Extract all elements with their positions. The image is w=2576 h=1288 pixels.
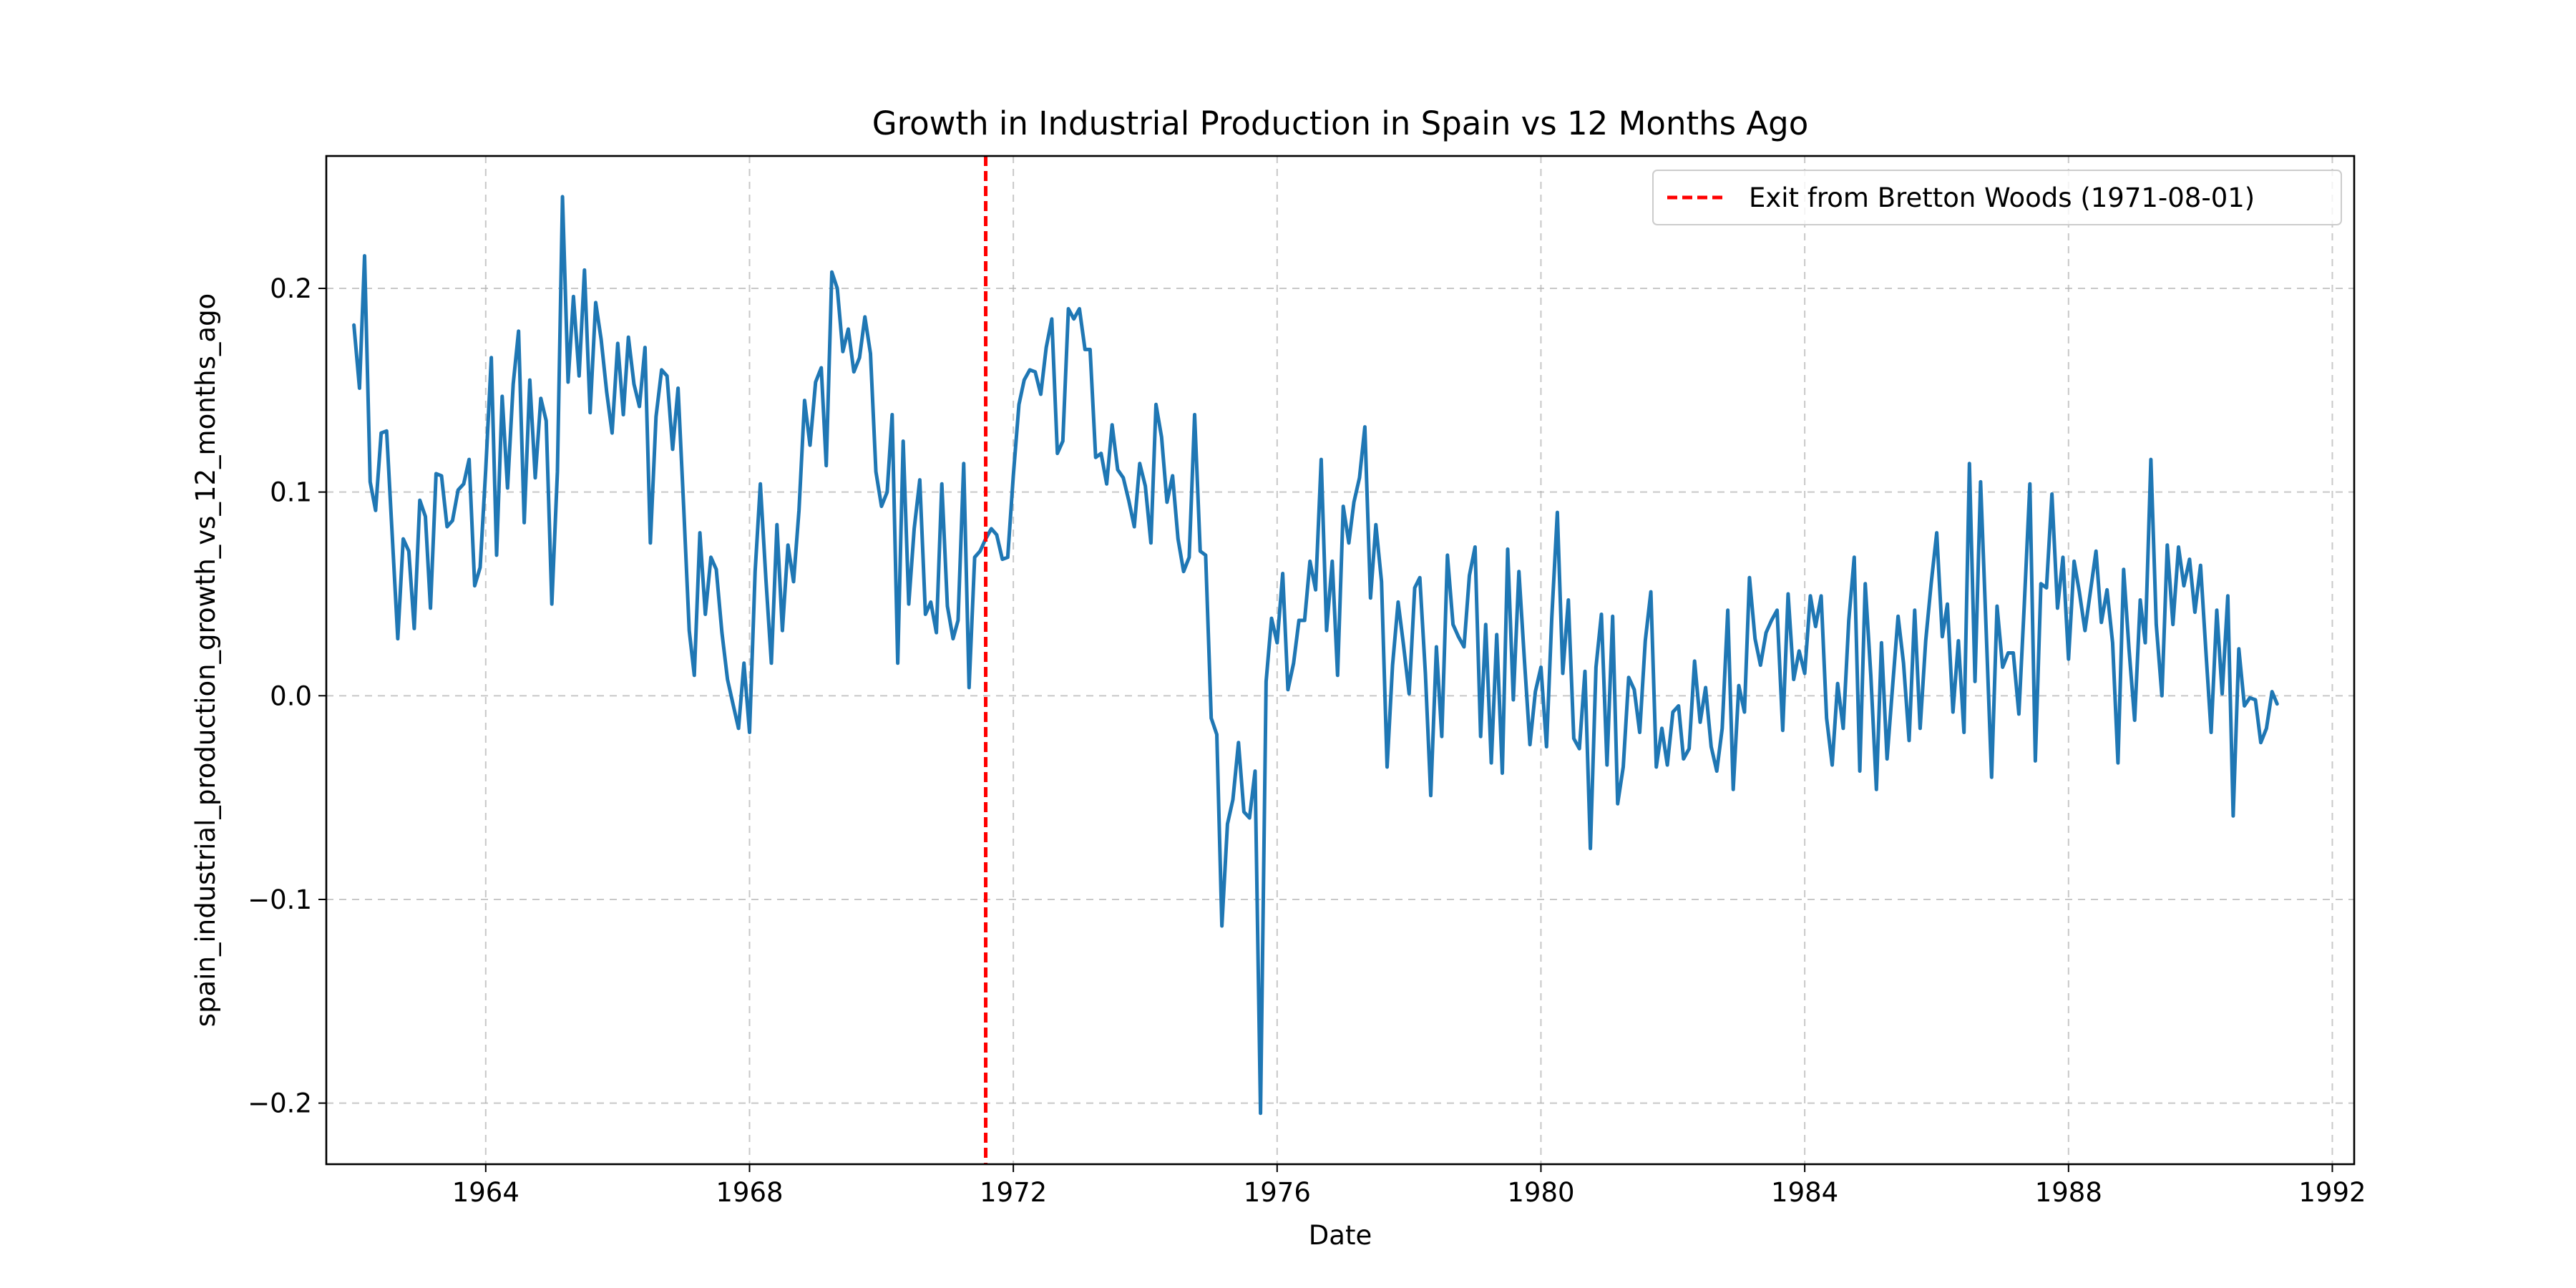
y-tick-label: −0.1	[248, 884, 312, 915]
legend-box	[1652, 170, 2342, 225]
x-axis-label: Date	[1309, 1220, 1372, 1251]
y-tick-label: 0.2	[270, 273, 312, 304]
x-tick-label: 1976	[1244, 1177, 1311, 1208]
y-tick-label: 0.0	[270, 680, 312, 711]
y-tick-label: −0.2	[248, 1088, 312, 1119]
chart-title: Growth in Industrial Production in Spain…	[872, 104, 1809, 142]
x-tick-label: 1984	[1771, 1177, 1838, 1208]
x-tick-label: 1992	[2298, 1177, 2366, 1208]
x-axis-ticks: 1964 1968 1972 1976 1980 1984 1988 1992	[452, 1164, 2366, 1208]
legend-entry-label: Exit from Bretton Woods (1971-08-01)	[1749, 182, 2255, 213]
data-series-line	[352, 195, 2279, 1116]
y-tick-label: 0.1	[270, 477, 312, 508]
x-tick-label: 1980	[1507, 1177, 1574, 1208]
y-axis-label: spain_industrial_production_growth_vs_12…	[190, 293, 221, 1027]
x-tick-label: 1964	[452, 1177, 519, 1208]
plot-frame	[325, 155, 2356, 1166]
series-layer	[352, 195, 2279, 1116]
y-axis-ticks: −0.2 −0.1 0.0 0.1 0.2	[248, 273, 326, 1119]
x-tick-label: 1988	[2035, 1177, 2102, 1208]
x-tick-label: 1972	[980, 1177, 1047, 1208]
x-tick-label: 1968	[716, 1177, 783, 1208]
legend: Exit from Bretton Woods (1971-08-01)	[1652, 170, 2342, 225]
